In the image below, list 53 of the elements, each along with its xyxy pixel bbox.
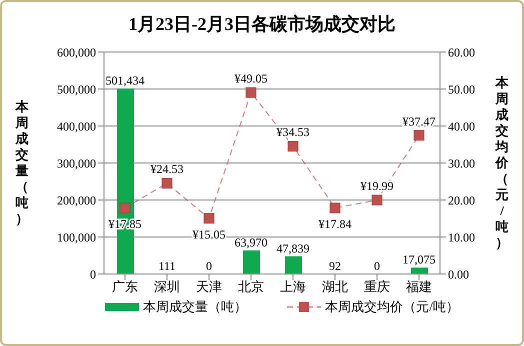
y-tick-label: 600,000 [57, 45, 96, 60]
x-tick-label: 天津 [196, 279, 222, 294]
bar [285, 256, 302, 274]
data-label: ¥24.53 [150, 162, 184, 176]
x-tick-label: 深圳 [154, 279, 180, 294]
y-axis-title: 本周成交量（吨） [14, 99, 30, 226]
x-tick-label: 湖北 [322, 279, 348, 294]
y2-tick-label: 30.00 [448, 156, 475, 170]
y-tick-label: 400,000 [57, 119, 96, 134]
legend-label: 本周成交量（吨） [143, 298, 248, 316]
y2-tick-label: 50.00 [448, 82, 475, 96]
point [330, 202, 340, 214]
data-label: ¥37.47 [402, 114, 436, 128]
data-label: 17,075 [402, 252, 436, 267]
y2-tick-label: 0.00 [448, 267, 469, 282]
data-label: 111 [158, 258, 176, 273]
chart-title: 1月23日-2月3日各碳市场成交对比 [128, 13, 396, 36]
y2-tick-label: 60.00 [448, 45, 475, 60]
point [288, 140, 298, 152]
legend-label: 本周成交均价（元/吨） [325, 298, 459, 316]
data-label: ¥19.99 [360, 179, 394, 194]
y2-tick-label: 40.00 [448, 119, 475, 134]
data-label: ¥34.53 [276, 125, 310, 140]
bar [411, 268, 428, 274]
data-label: ¥15.05 [192, 227, 226, 242]
y2-tick-label: 20.00 [448, 193, 475, 208]
point [414, 130, 424, 141]
data-label: 0 [374, 259, 380, 273]
data-label: 0 [206, 259, 212, 273]
point [246, 87, 256, 98]
point [162, 178, 172, 188]
x-tick-label: 福建 [406, 279, 432, 294]
y-tick-label: 300,000 [57, 156, 96, 170]
y-tick-label: 100,000 [57, 230, 96, 244]
x-tick-label: 广东 [112, 279, 138, 294]
data-label: 47,839 [276, 241, 310, 256]
point [372, 194, 382, 206]
y-tick-label: 0 [90, 267, 96, 282]
bar [243, 250, 260, 274]
data-label: ¥49.05 [234, 72, 268, 86]
data-label: 501,434 [106, 73, 144, 88]
point [120, 202, 130, 214]
x-tick-label: 重庆 [364, 279, 390, 294]
y-tick-label: 500,000 [57, 82, 96, 96]
x-tick-label: 上海 [280, 279, 306, 294]
y2-tick-label: 10.00 [448, 230, 475, 244]
data-label: ¥17.84 [318, 216, 352, 231]
data-label: 92 [329, 258, 341, 273]
text: 本周成交均价（元/吨） [496, 75, 508, 250]
x-tick-label: 北京 [238, 279, 264, 294]
y-tick-label: 200,000 [57, 193, 96, 208]
point [204, 213, 214, 224]
data-label: 63,970 [234, 235, 268, 250]
